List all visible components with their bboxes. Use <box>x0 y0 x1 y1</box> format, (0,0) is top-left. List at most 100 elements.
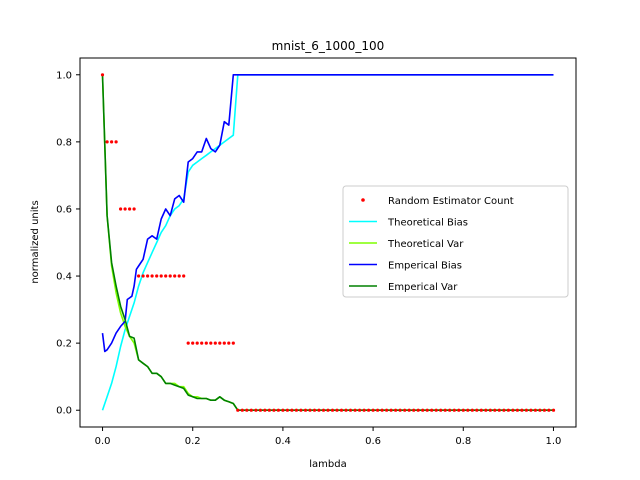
data-point <box>245 408 249 412</box>
data-point <box>407 408 411 412</box>
y-tick-label: 0.6 <box>56 204 72 215</box>
data-point <box>182 274 186 278</box>
y-tick-label: 0.8 <box>56 137 72 148</box>
data-point <box>551 408 556 412</box>
y-tick-label: 0.0 <box>56 406 72 417</box>
data-point <box>326 408 330 412</box>
data-point <box>506 408 510 412</box>
data-point <box>290 408 294 412</box>
data-point <box>281 408 285 412</box>
data-point <box>222 341 226 345</box>
chart-title: mnist_6_1000_100 <box>272 39 385 53</box>
x-tick-label: 0.2 <box>185 436 201 447</box>
data-point <box>371 408 375 412</box>
data-point <box>227 341 231 345</box>
x-tick-label: 0.0 <box>95 436 111 447</box>
data-point <box>110 140 114 144</box>
data-point <box>294 408 298 412</box>
data-point <box>362 408 366 412</box>
data-point <box>177 274 181 278</box>
x-tick-label: 0.4 <box>275 436 291 447</box>
data-point <box>452 408 456 412</box>
data-point <box>231 341 235 345</box>
data-point <box>173 274 177 278</box>
data-point <box>547 408 551 412</box>
data-point <box>385 408 389 412</box>
data-point <box>150 274 154 278</box>
data-point <box>439 408 443 412</box>
legend-label-theoretical-var: Theoretical Var <box>387 239 464 250</box>
data-point <box>330 408 335 412</box>
data-point <box>218 341 222 345</box>
data-point <box>141 274 145 278</box>
data-point <box>412 408 416 412</box>
data-point <box>398 408 402 412</box>
data-point <box>520 408 524 412</box>
data-point <box>186 341 190 345</box>
data-point <box>159 274 163 278</box>
data-point <box>263 408 267 412</box>
x-tick-label: 1.0 <box>546 436 562 447</box>
data-point <box>515 408 520 412</box>
legend-label-emperical-var: Emperical Var <box>388 282 458 293</box>
data-point <box>344 408 348 412</box>
y-tick-label: 0.2 <box>56 339 72 350</box>
data-point <box>484 408 488 412</box>
data-point <box>191 341 195 345</box>
data-point <box>137 274 141 278</box>
data-point <box>155 274 159 278</box>
data-point <box>123 207 127 211</box>
data-point <box>479 408 483 412</box>
data-point <box>114 140 118 144</box>
x-tick-label: 0.8 <box>455 436 471 447</box>
series-emperical-bias-line <box>101 74 554 353</box>
legend: Random Estimator Count Theoretical Bias Th… <box>342 185 569 298</box>
legend-label-random-estimator-count: Random Estimator Count <box>388 196 514 207</box>
data-point <box>470 408 474 412</box>
data-point <box>100 73 105 77</box>
data-point <box>376 408 380 412</box>
tick-layer: 0.0 0.2 0.4 0.6 0.8 1.0 0.0 0.2 0.4 0.6 0.8 1.0 <box>56 70 561 447</box>
data-point <box>119 207 123 211</box>
data-point <box>542 408 547 412</box>
data-point <box>443 408 447 412</box>
data-point <box>168 274 172 278</box>
data-point <box>511 408 515 412</box>
x-tick-label: 0.6 <box>365 436 381 447</box>
data-point <box>533 408 538 412</box>
data-point <box>389 408 393 412</box>
series-random-estimator-count <box>100 73 556 412</box>
data-point <box>466 408 470 412</box>
data-point <box>524 408 529 412</box>
data-point <box>213 341 217 345</box>
data-point <box>240 408 244 412</box>
data-point <box>272 408 276 412</box>
legend-marker-random-estimator-count <box>361 198 365 202</box>
data-point <box>339 408 344 412</box>
data-point <box>493 408 497 412</box>
data-point <box>394 408 398 412</box>
data-point <box>209 341 213 345</box>
data-point <box>195 341 199 345</box>
data-point <box>421 408 425 412</box>
plot-frame <box>79 57 577 428</box>
data-point <box>276 408 280 412</box>
data-point <box>249 408 253 412</box>
data-point <box>299 408 303 412</box>
data-point <box>475 408 479 412</box>
data-point <box>254 408 258 412</box>
data-point <box>236 408 240 412</box>
data-point <box>308 408 312 412</box>
data-point <box>457 408 461 412</box>
data-point <box>353 408 357 412</box>
data-point <box>488 408 492 412</box>
data-point <box>434 408 438 412</box>
data-point <box>285 408 289 412</box>
data-point <box>529 408 533 412</box>
data-point <box>303 408 308 412</box>
data-point <box>317 408 321 412</box>
legend-label-emperical-bias: Emperical Bias <box>388 261 462 272</box>
y-tick-label: 0.4 <box>56 272 72 283</box>
series-layer <box>100 73 556 412</box>
data-point <box>164 274 168 278</box>
